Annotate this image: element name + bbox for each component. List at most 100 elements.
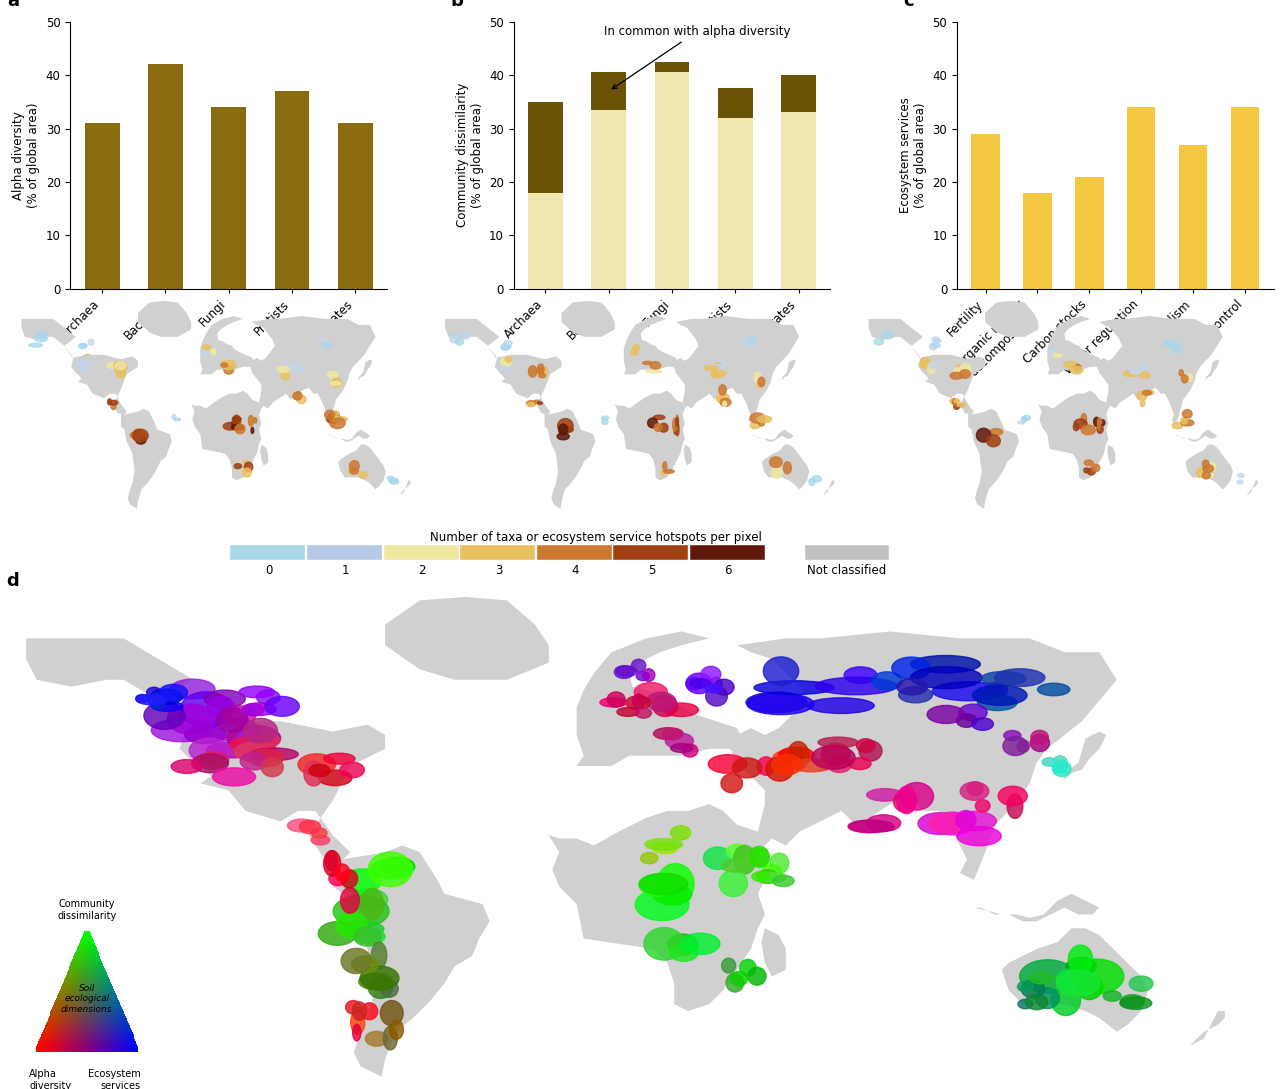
Ellipse shape [1124, 371, 1139, 377]
Ellipse shape [340, 870, 357, 888]
Ellipse shape [650, 362, 660, 369]
Ellipse shape [297, 395, 306, 404]
Ellipse shape [883, 331, 893, 339]
Ellipse shape [892, 657, 931, 680]
Ellipse shape [681, 933, 719, 955]
Ellipse shape [750, 413, 765, 424]
Ellipse shape [1066, 957, 1096, 975]
Polygon shape [1038, 391, 1108, 480]
Ellipse shape [748, 694, 814, 714]
FancyBboxPatch shape [613, 546, 689, 560]
Ellipse shape [224, 706, 256, 725]
Ellipse shape [210, 348, 215, 352]
Ellipse shape [1021, 980, 1044, 999]
Ellipse shape [654, 424, 662, 431]
Ellipse shape [251, 748, 298, 760]
Ellipse shape [636, 708, 652, 718]
Ellipse shape [654, 727, 684, 739]
Ellipse shape [893, 791, 916, 812]
Ellipse shape [348, 467, 357, 474]
Ellipse shape [648, 418, 658, 428]
Ellipse shape [867, 788, 902, 802]
Ellipse shape [899, 686, 933, 702]
Ellipse shape [360, 966, 399, 990]
Polygon shape [623, 316, 678, 375]
Ellipse shape [653, 415, 664, 419]
Ellipse shape [132, 429, 148, 442]
Ellipse shape [343, 869, 381, 894]
Ellipse shape [116, 368, 125, 378]
Ellipse shape [1120, 994, 1144, 1008]
Ellipse shape [660, 470, 664, 476]
Polygon shape [577, 632, 744, 766]
Ellipse shape [749, 846, 769, 867]
Ellipse shape [253, 418, 257, 423]
Ellipse shape [827, 757, 851, 772]
Ellipse shape [78, 363, 88, 370]
Ellipse shape [631, 350, 637, 355]
Ellipse shape [960, 782, 989, 800]
Ellipse shape [1084, 468, 1089, 473]
Ellipse shape [326, 415, 339, 424]
Ellipse shape [607, 692, 625, 707]
Ellipse shape [1172, 423, 1183, 429]
Ellipse shape [928, 812, 969, 833]
Ellipse shape [897, 678, 928, 695]
Ellipse shape [351, 1010, 365, 1035]
Ellipse shape [705, 686, 727, 706]
Text: 1: 1 [342, 564, 349, 577]
FancyBboxPatch shape [536, 546, 612, 560]
Ellipse shape [602, 416, 609, 420]
Ellipse shape [233, 415, 241, 426]
Ellipse shape [369, 852, 412, 886]
Ellipse shape [872, 672, 902, 690]
Ellipse shape [636, 672, 649, 681]
Ellipse shape [1042, 758, 1057, 767]
Bar [591, 73, 626, 289]
Ellipse shape [319, 921, 356, 945]
Ellipse shape [352, 1002, 366, 1020]
Ellipse shape [712, 374, 722, 378]
Ellipse shape [296, 392, 301, 396]
Ellipse shape [159, 684, 188, 701]
Ellipse shape [931, 812, 973, 835]
Ellipse shape [756, 870, 778, 883]
Ellipse shape [536, 368, 544, 374]
Ellipse shape [1064, 362, 1079, 368]
Ellipse shape [558, 424, 567, 435]
Ellipse shape [791, 759, 832, 772]
Ellipse shape [503, 345, 511, 348]
Ellipse shape [1051, 984, 1080, 1016]
Bar [338, 123, 372, 289]
Ellipse shape [1202, 472, 1210, 479]
Text: d: d [6, 572, 19, 590]
Ellipse shape [1238, 474, 1244, 478]
Ellipse shape [389, 479, 397, 482]
Ellipse shape [530, 367, 541, 374]
Ellipse shape [449, 335, 460, 343]
Ellipse shape [1100, 419, 1105, 426]
Text: a: a [8, 0, 19, 10]
Ellipse shape [243, 703, 264, 715]
Polygon shape [333, 845, 489, 1077]
Ellipse shape [919, 360, 931, 368]
Ellipse shape [389, 478, 398, 485]
Ellipse shape [666, 733, 694, 749]
Polygon shape [358, 359, 372, 380]
FancyBboxPatch shape [690, 546, 765, 560]
Polygon shape [1185, 444, 1233, 489]
Text: b: b [451, 0, 463, 10]
Polygon shape [544, 408, 595, 509]
Ellipse shape [998, 786, 1028, 806]
Ellipse shape [1018, 421, 1024, 424]
Ellipse shape [750, 423, 760, 429]
Ellipse shape [657, 864, 694, 904]
Ellipse shape [1092, 464, 1100, 472]
Ellipse shape [81, 344, 87, 346]
Ellipse shape [325, 851, 337, 871]
Ellipse shape [671, 825, 691, 840]
Ellipse shape [956, 404, 964, 407]
Ellipse shape [977, 428, 991, 442]
Ellipse shape [1140, 371, 1149, 379]
Ellipse shape [1023, 415, 1030, 420]
